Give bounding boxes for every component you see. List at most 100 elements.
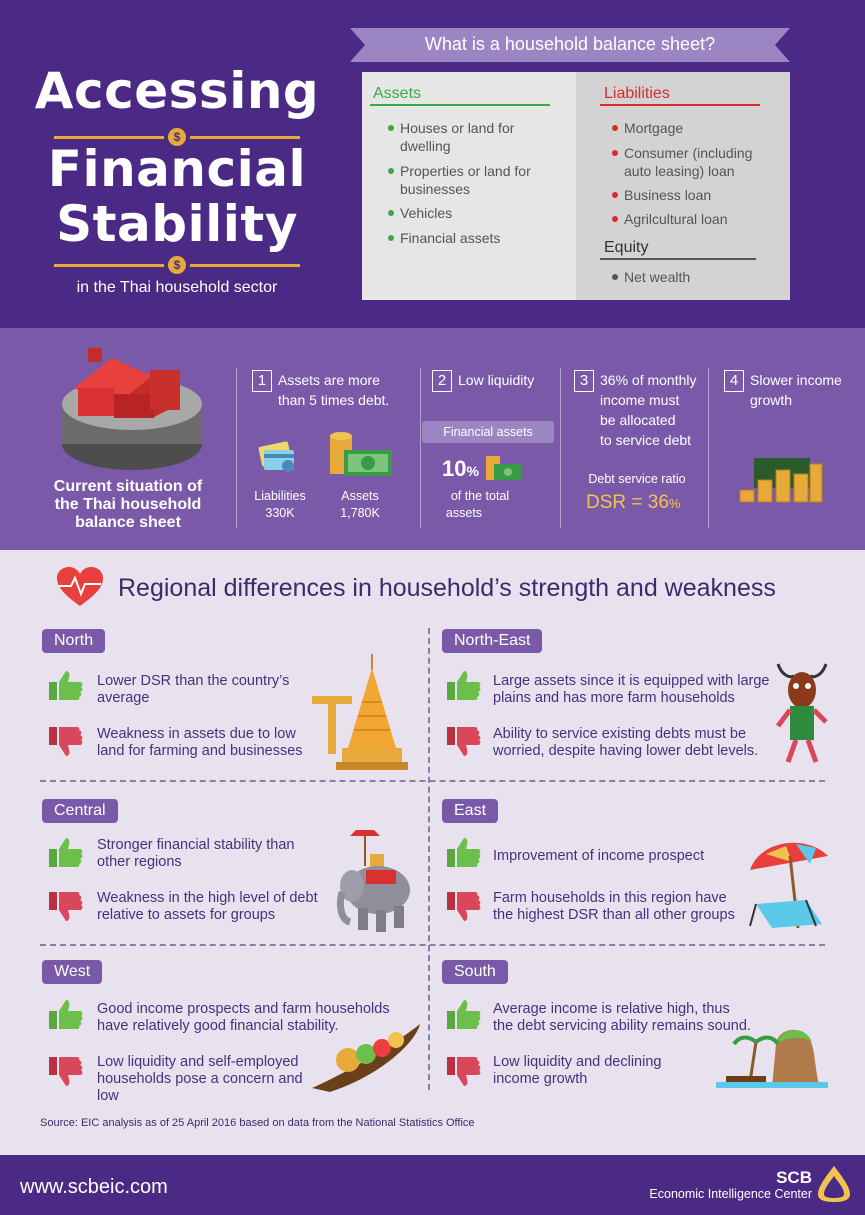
source-note: Source: EIC analysis as of 25 April 2016… — [40, 1117, 475, 1129]
text-line: Lower DSR than the country’s — [97, 673, 290, 689]
text-line: Large assets since it is equipped with l… — [493, 673, 770, 689]
item-number: 4 — [724, 370, 744, 392]
north-strength: Lower DSR than the country’s average — [97, 673, 289, 707]
item2-text: Low liquidity — [458, 372, 535, 388]
liability-item: Agrilcultural loan — [624, 211, 728, 227]
bullet-dot — [388, 168, 394, 174]
liability-item: auto leasing) loan — [624, 163, 735, 179]
thumbs-down-icon — [447, 1057, 481, 1086]
assets-label: Assets — [341, 489, 379, 503]
column-divider — [236, 368, 237, 528]
coin-icon: $ — [168, 128, 186, 146]
dsr-pct: % — [668, 496, 681, 511]
liabilities-panel — [576, 72, 790, 300]
floating-market-boat-icon — [312, 1024, 420, 1092]
money-stack-icon — [486, 456, 522, 480]
bullet-dot — [612, 216, 618, 222]
west-weakness: Low liquidity and self-employed househol… — [97, 1054, 303, 1105]
ghost-mask-icon — [776, 663, 828, 763]
liabilities-underline — [600, 104, 760, 106]
text-line: Weakness in the high level of debt — [97, 890, 318, 906]
text-line: plains and has more farm households — [493, 690, 735, 706]
thumbs-up-icon — [447, 1000, 481, 1029]
liability-item: Consumer (including — [624, 145, 753, 161]
thumbs-down-icon — [49, 892, 83, 921]
item2-caption: of the total — [450, 489, 510, 503]
current-situation-label: Current situation of the Thai household … — [36, 478, 220, 532]
label-line: the Thai household — [54, 496, 202, 513]
title-line-2: Financial — [47, 140, 307, 198]
thumbs-up-icon — [49, 671, 83, 700]
thumbs-up-icon — [447, 671, 481, 700]
text-line: average — [97, 690, 150, 706]
item-number: 2 — [432, 370, 452, 392]
assets-panel — [362, 72, 576, 300]
gold-divider — [190, 264, 300, 267]
footer-bar — [0, 1155, 865, 1215]
website-link[interactable]: www.scbeic.com — [20, 1176, 168, 1198]
text-line: Low liquidity and declining — [493, 1054, 662, 1070]
bullet-dot — [388, 235, 394, 241]
text-line: worried, despite having lower debt level… — [493, 743, 759, 759]
west-strength: Good income prospects and farm household… — [97, 1001, 390, 1035]
text-line: low — [97, 1088, 119, 1104]
northeast-strength: Large assets since it is equipped with l… — [493, 673, 769, 707]
financial-assets-pill: Financial assets — [422, 421, 554, 443]
assets-underline — [370, 104, 550, 106]
vertical-divider — [428, 628, 430, 1090]
equity-item: Net wealth — [624, 269, 691, 285]
text-line: Weakness in assets due to low — [97, 726, 296, 742]
thumbs-up-icon — [49, 1000, 83, 1029]
south-strength: Average income is relative high, thus th… — [493, 1001, 751, 1035]
gold-divider — [54, 136, 164, 139]
text-line: the highest DSR than all other groups — [493, 907, 735, 923]
asset-item: Houses or land for — [400, 120, 515, 136]
liabilities-value: 330K — [265, 506, 295, 520]
bullet-dot — [612, 192, 618, 198]
column-divider — [708, 368, 709, 528]
brand-name: SCB — [776, 1168, 812, 1187]
asset-item: businesses — [400, 181, 471, 197]
text-line: Ability to service existing debts must b… — [493, 726, 747, 742]
item4-text: Slower income — [750, 372, 842, 388]
bullet-dot — [612, 125, 618, 131]
liabilities-heading: Liabilities — [604, 85, 670, 102]
asset-item: Vehicles — [400, 205, 453, 221]
item1-text: Assets are more — [278, 372, 380, 388]
scb-logo-icon — [818, 1166, 850, 1202]
central-strength: Stronger financial stability than other … — [97, 837, 294, 871]
asset-item: Financial assets — [400, 230, 501, 246]
house-icon — [62, 348, 202, 470]
text-line: households pose a concern and — [97, 1071, 303, 1087]
equity-heading: Equity — [604, 239, 649, 256]
elephant-icon — [336, 830, 410, 932]
dsr-text: DSR = 36 — [586, 492, 669, 513]
region-label-central: Central — [42, 799, 118, 823]
bullet-dot — [388, 125, 394, 131]
column-divider — [560, 368, 561, 528]
coin-icon: $ — [168, 256, 186, 274]
thumbs-up-icon — [49, 838, 83, 867]
region-label-northeast: North-East — [442, 629, 543, 653]
pct-value: 10% — [442, 456, 479, 482]
label-line: Current situation of — [53, 478, 203, 495]
thumbs-down-icon — [49, 727, 83, 756]
region-label-east: East — [442, 799, 499, 823]
item1-text: than 5 times debt. — [278, 392, 390, 408]
item2-caption: assets — [445, 506, 483, 520]
text-line: income growth — [493, 1071, 588, 1087]
ribbon-banner — [350, 28, 790, 62]
text-line: the debt servicing ability remains sound… — [493, 1018, 751, 1034]
liability-item: Mortgage — [624, 120, 684, 136]
balance-sheet-question: What is a household balance sheet? — [424, 34, 716, 54]
region-label-west: West — [42, 960, 103, 984]
pagoda-icon — [312, 654, 408, 770]
gold-divider — [54, 264, 164, 267]
item-number: 3 — [574, 370, 594, 392]
title-line-3: Stability — [56, 195, 298, 253]
south-weakness: Low liquidity and declining income growt… — [493, 1054, 661, 1088]
text-line: Farm households in this region have — [493, 890, 727, 906]
item3-text: to service debt — [600, 432, 692, 448]
text-line: have relatively good financial stability… — [97, 1018, 339, 1034]
heart-icon — [57, 567, 103, 606]
